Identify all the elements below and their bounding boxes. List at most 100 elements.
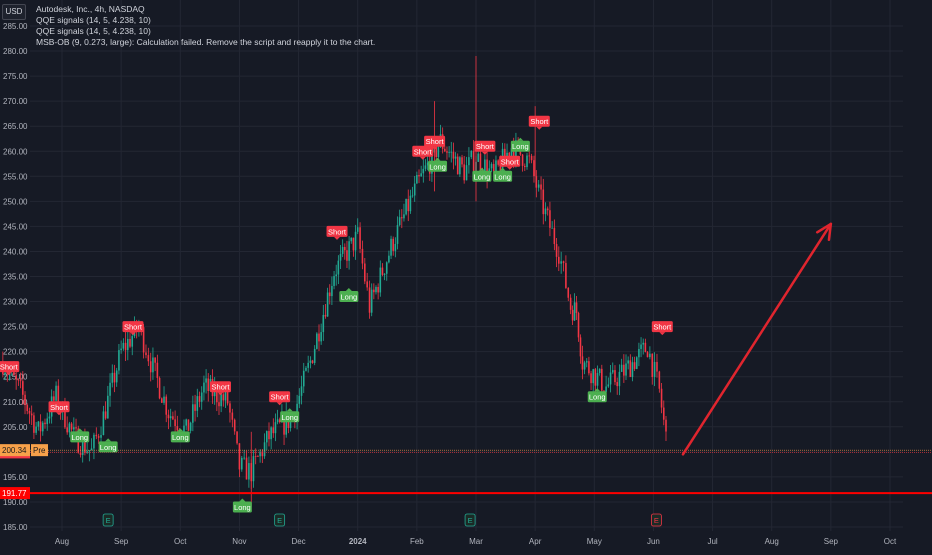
- candle-body: [504, 148, 506, 159]
- candle-body: [375, 287, 377, 293]
- candle-body: [390, 238, 392, 256]
- candle-body: [22, 381, 24, 395]
- earnings-marker[interactable]: E: [650, 513, 662, 527]
- candle-body: [220, 394, 222, 407]
- candle-body: [120, 348, 122, 351]
- earnings-marker-text: E: [106, 516, 111, 525]
- candle-body: [592, 369, 595, 384]
- candle-body: [24, 394, 26, 405]
- earnings-marker[interactable]: E: [102, 513, 114, 527]
- candle-body: [495, 160, 497, 172]
- signal-label-text: Short: [50, 403, 69, 412]
- signal-label-text: Short: [530, 117, 549, 126]
- signal-pointer: [217, 392, 224, 396]
- signal-label-bg: [122, 321, 144, 333]
- candle-body: [662, 407, 665, 420]
- short-signal-label[interactable]: Short: [651, 321, 673, 336]
- candle-body: [28, 410, 31, 414]
- candle-body: [359, 227, 361, 249]
- candle-body: [341, 246, 344, 254]
- legend-indicator-qqe-2[interactable]: QQE signals (14, 5, 4.238, 10): [36, 26, 151, 36]
- candle-body: [300, 386, 303, 396]
- short-signal-label[interactable]: Short: [122, 321, 144, 336]
- candle-body: [172, 416, 174, 420]
- candle-body: [635, 357, 638, 369]
- signal-label-bg: [587, 391, 607, 403]
- candle-body: [19, 380, 22, 382]
- earnings-marker[interactable]: E: [464, 513, 476, 527]
- signal-label-text: Long: [494, 172, 511, 181]
- long-signal-label[interactable]: Long: [493, 167, 513, 182]
- candle-body: [611, 370, 614, 373]
- short-signal-label[interactable]: Short: [499, 155, 521, 170]
- candle-body: [512, 147, 515, 161]
- candle-body: [313, 348, 316, 363]
- signal-pointer: [177, 428, 184, 432]
- signal-label-text: Long: [474, 172, 491, 181]
- candle-body: [463, 164, 465, 181]
- short-signal-label[interactable]: Short: [412, 145, 434, 160]
- candle-body: [373, 289, 375, 293]
- y-tick-label: 275.00: [3, 72, 28, 81]
- candle-body: [413, 183, 416, 196]
- y-tick-label: 285.00: [3, 22, 28, 31]
- candle-body: [240, 457, 243, 470]
- candle-body: [198, 396, 201, 402]
- candle-body: [189, 422, 192, 431]
- long-signal-label[interactable]: Long: [472, 167, 492, 182]
- currency-button[interactable]: USD: [2, 4, 26, 20]
- long-signal-label[interactable]: Long: [428, 157, 448, 172]
- candle-body: [46, 418, 49, 425]
- signal-pointer: [276, 402, 283, 406]
- candle-body: [176, 426, 179, 431]
- legend-indicator-qqe-1[interactable]: QQE signals (14, 5, 4.238, 10): [36, 15, 151, 25]
- projection-arrow-shaft: [681, 222, 833, 456]
- short-signal-label[interactable]: Short: [269, 391, 291, 406]
- long-signal-label[interactable]: Long: [170, 428, 190, 443]
- short-signal-label[interactable]: Short: [0, 361, 20, 376]
- candle-body: [346, 250, 348, 261]
- long-signal-label[interactable]: Long: [70, 428, 90, 443]
- candle-body: [588, 361, 590, 374]
- y-tick-label: 185.00: [3, 523, 28, 532]
- signal-label-bg: [528, 115, 550, 127]
- signal-label-text: Short: [0, 363, 19, 372]
- candle-body: [100, 435, 102, 438]
- legend-symbol[interactable]: Autodesk, Inc., 4h, NASDAQ: [36, 4, 145, 14]
- long-signal-label[interactable]: Long: [510, 137, 530, 152]
- candle-body: [79, 452, 82, 455]
- candle-body: [324, 314, 327, 317]
- candle-body: [468, 157, 470, 166]
- candle-body: [163, 396, 165, 403]
- long-signal-label[interactable]: Long: [587, 388, 607, 403]
- candle-body: [339, 253, 342, 261]
- signal-label-bg: [232, 501, 252, 513]
- candle-body: [368, 287, 371, 313]
- candle-body: [470, 150, 473, 158]
- candle-body: [609, 372, 612, 385]
- long-signal-label[interactable]: Long: [339, 288, 359, 303]
- earnings-marker[interactable]: E: [274, 513, 286, 527]
- short-signal-label[interactable]: Short: [326, 225, 348, 240]
- short-signal-label[interactable]: Short: [48, 401, 70, 416]
- candle-body: [66, 427, 68, 433]
- candle-body: [64, 402, 66, 428]
- candle-body: [57, 385, 60, 408]
- candle-body: [558, 256, 560, 264]
- legend-indicator-msb-ob[interactable]: MSB-OB (9, 0.273, large): Calculation fa…: [36, 37, 376, 47]
- candle-body: [4, 372, 6, 375]
- short-signal-label[interactable]: Short: [210, 381, 232, 396]
- short-signal-label[interactable]: Short: [528, 115, 550, 130]
- y-tick-label: 270.00: [3, 97, 28, 106]
- support-label-text: 191.77: [2, 489, 27, 498]
- short-signal-label[interactable]: Short: [474, 140, 496, 155]
- signal-pointer: [5, 372, 12, 376]
- long-signal-label[interactable]: Long: [98, 438, 118, 453]
- candle-body: [254, 456, 257, 457]
- long-signal-label[interactable]: Long: [232, 498, 252, 513]
- x-tick-label: Mar: [469, 537, 483, 546]
- long-signal-label[interactable]: Long: [280, 408, 300, 423]
- short-signal-label[interactable]: Short: [424, 135, 446, 150]
